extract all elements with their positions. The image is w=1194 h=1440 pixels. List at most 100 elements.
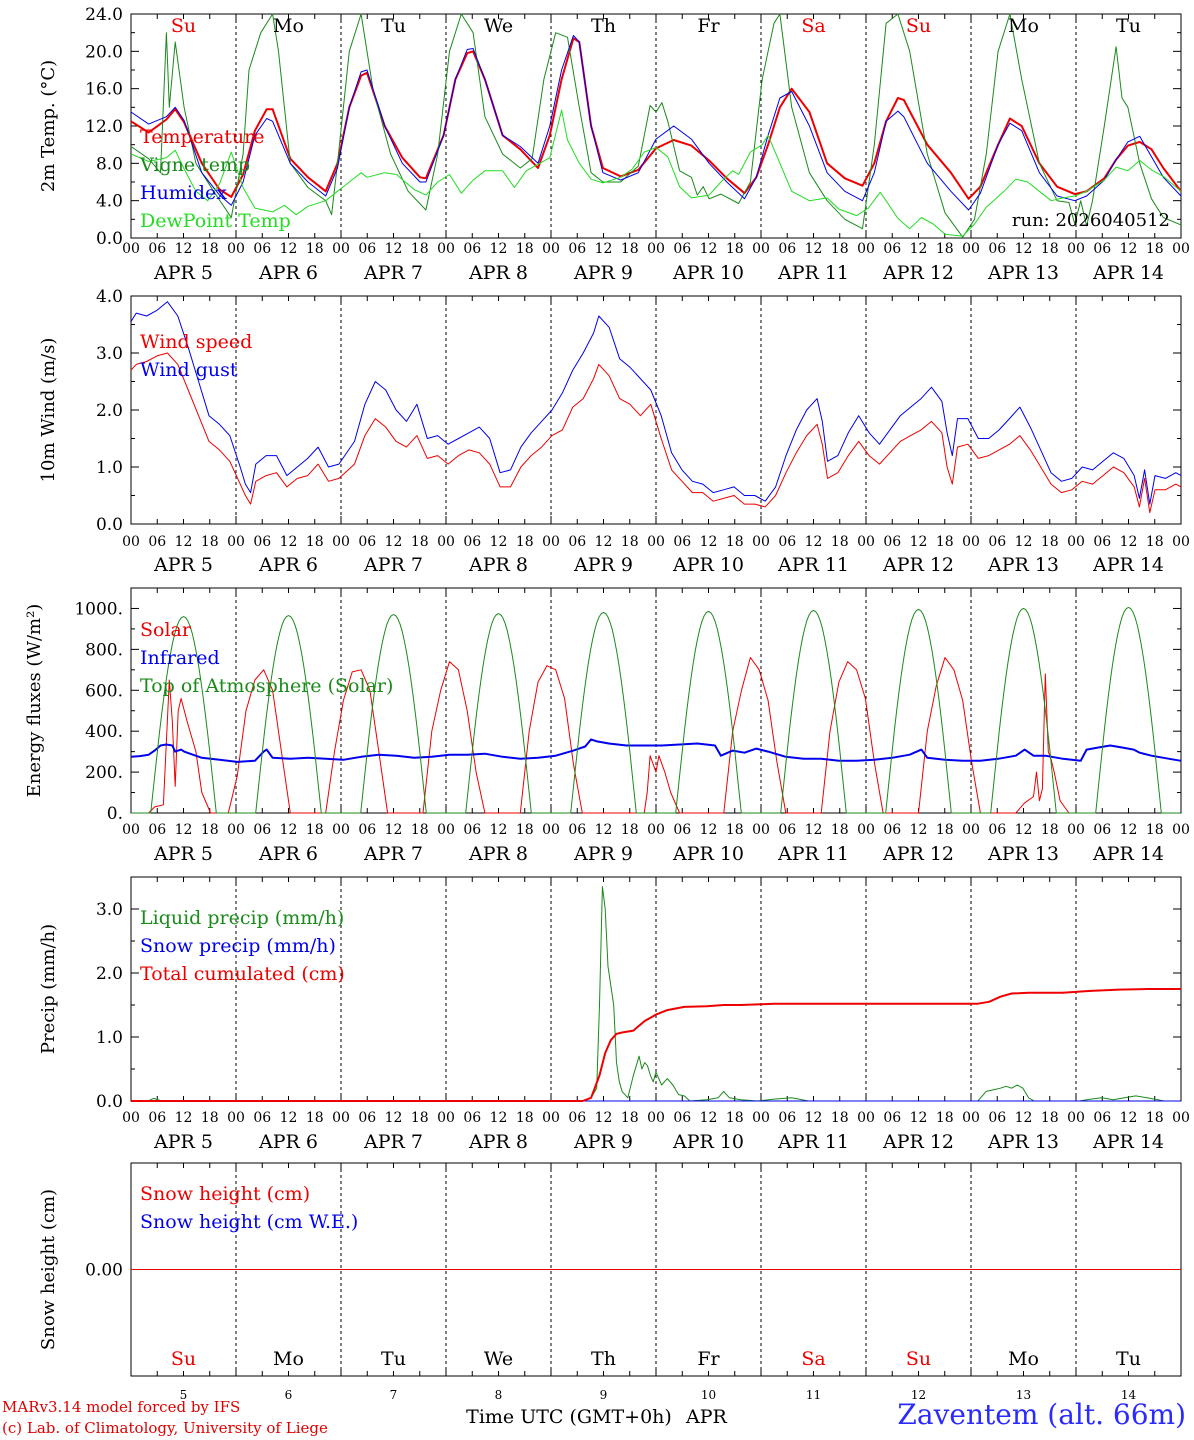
hour-tick-label: 06	[778, 822, 796, 838]
hour-tick-label: 06	[253, 241, 271, 257]
hour-tick-label: 06	[883, 822, 901, 838]
hour-tick-label: 12	[280, 822, 298, 838]
date-label: APR 8	[468, 554, 528, 576]
y-tick-label: 4.0	[96, 287, 123, 307]
date-label: APR 13	[987, 1131, 1059, 1153]
date-label: APR 5	[153, 262, 213, 284]
lab-credit: (c) Lab. of Climatology, University of L…	[2, 1419, 328, 1437]
hour-tick-label: 18	[306, 822, 324, 838]
hour-tick-label: 18	[936, 241, 954, 257]
hour-tick-label: 12	[490, 534, 508, 550]
hour-tick-label: 18	[201, 241, 219, 257]
hour-tick-label: 18	[1146, 241, 1164, 257]
y-tick-label: 1.0	[96, 1028, 123, 1048]
date-label: APR 12	[882, 1131, 954, 1153]
day-number-label: 10	[701, 1388, 716, 1402]
weekday-label: Su	[171, 15, 196, 37]
panel-snow: 0.00 Snow height (cm) Snow height (cm) Snow…	[38, 1162, 1182, 1428]
weekday-label: Tu	[381, 1348, 406, 1370]
hour-tick-label: 12	[175, 1110, 193, 1126]
day-number-label: 11	[806, 1388, 821, 1402]
hour-tick-label: 06	[778, 1110, 796, 1126]
date-label: APR 11	[777, 262, 849, 284]
hour-tick-label: 00	[962, 534, 980, 550]
weekday-label: We	[484, 1348, 513, 1370]
hour-tick-label: 06	[568, 534, 586, 550]
hour-tick-label: 18	[831, 1110, 849, 1126]
hour-tick-label: 18	[306, 1110, 324, 1126]
hour-tick-label: 00	[962, 822, 980, 838]
hour-tick-label: 12	[280, 1110, 298, 1126]
series-line-wind-speed	[130, 352, 1182, 514]
hour-tick-label: 12	[175, 241, 193, 257]
hour-tick-label: 06	[253, 534, 271, 550]
y-tick-label: 4.0	[96, 192, 123, 212]
hour-tick-label: 00	[227, 534, 245, 550]
hour-tick-label: 00	[122, 822, 140, 838]
date-label: APR 5	[153, 554, 213, 576]
weekday-label: Th	[591, 1348, 616, 1370]
hour-tick-label: 12	[1120, 241, 1138, 257]
legend-entry: Wind gust	[140, 359, 238, 381]
hour-tick-label: 06	[883, 241, 901, 257]
legend-entry: Top of Atmosphere (Solar)	[140, 675, 393, 697]
date-label: APR 6	[258, 554, 318, 576]
series-line-infrared	[130, 738, 1182, 763]
date-label: APR 5	[153, 843, 213, 865]
hour-tick-label: 00	[647, 534, 665, 550]
y-tick-label: 1000.	[74, 599, 123, 619]
weekday-label: Mo	[273, 15, 304, 37]
legend-entry: Snow height (cm)	[140, 1183, 310, 1205]
hour-tick-label: 06	[568, 822, 586, 838]
date-label: APR 7	[363, 1131, 423, 1153]
weekday-label: Mo	[1008, 1348, 1039, 1370]
hour-tick-label: 00	[1172, 534, 1190, 550]
date-label: APR 10	[672, 843, 744, 865]
hour-tick-label: 06	[358, 534, 376, 550]
hour-tick-label: 18	[726, 1110, 744, 1126]
legend-entry: Snow precip (mm/h)	[140, 935, 336, 957]
hour-tick-label: 12	[805, 241, 823, 257]
series-line-wind-gust	[130, 301, 1182, 505]
series-line-liquid-precip-mm-h-	[131, 886, 1181, 1102]
day-number-label: 13	[1016, 1388, 1031, 1402]
hour-tick-label: 00	[332, 534, 350, 550]
hour-tick-label: 18	[1041, 241, 1059, 257]
hour-tick-label: 00	[857, 241, 875, 257]
series-line-humidex	[130, 35, 1182, 211]
hour-tick-label: 06	[673, 822, 691, 838]
series-line-solar	[131, 657, 1087, 814]
hour-tick-label: 00	[437, 241, 455, 257]
hour-tick-label: 00	[1067, 534, 1085, 550]
date-label: APR 9	[573, 1131, 633, 1153]
hour-tick-label: 18	[831, 241, 849, 257]
hour-tick-label: 12	[1120, 822, 1138, 838]
hour-tick-label: 18	[621, 534, 639, 550]
date-label: APR 14	[1092, 843, 1164, 865]
hour-tick-label: 00	[1172, 822, 1190, 838]
day-number-label: 9	[600, 1388, 608, 1402]
hour-tick-label: 12	[490, 822, 508, 838]
hour-tick-label: 12	[1015, 822, 1033, 838]
hour-tick-label: 06	[568, 1110, 586, 1126]
hour-tick-label: 00	[332, 241, 350, 257]
date-label: APR 8	[468, 1131, 528, 1153]
hour-tick-label: 18	[621, 822, 639, 838]
weekday-label: Su	[906, 1348, 931, 1370]
date-label: APR 12	[882, 554, 954, 576]
hour-tick-label: 06	[463, 534, 481, 550]
hour-tick-label: 06	[253, 1110, 271, 1126]
date-label: APR 8	[468, 843, 528, 865]
hour-tick-label: 12	[910, 822, 928, 838]
hour-tick-label: 18	[726, 534, 744, 550]
legend-entry: Humidex	[140, 182, 227, 204]
hour-tick-label: 12	[700, 822, 718, 838]
hour-tick-label: 00	[437, 822, 455, 838]
y-tick-label: 2.0	[96, 964, 123, 984]
hour-tick-label: 12	[595, 1110, 613, 1126]
hour-tick-label: 18	[936, 1110, 954, 1126]
hour-tick-label: 06	[463, 1110, 481, 1126]
hour-tick-label: 00	[332, 822, 350, 838]
date-label: APR 12	[882, 843, 954, 865]
hour-tick-label: 06	[673, 534, 691, 550]
